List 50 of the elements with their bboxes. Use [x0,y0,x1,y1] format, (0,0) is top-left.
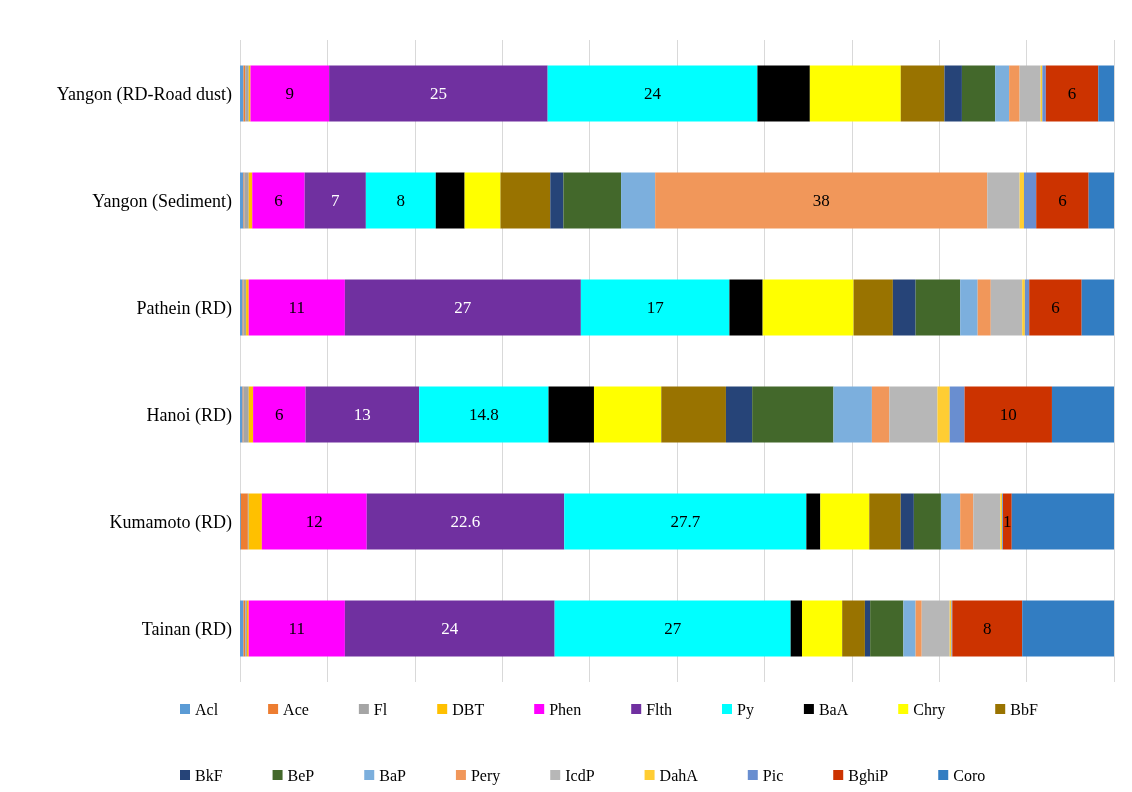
legend-label: DBT [452,700,485,718]
data-label: 12 [305,512,323,531]
data-label: 24 [441,619,459,638]
legend-label: Pery [470,766,501,785]
data-label: 6 [1067,84,1077,103]
data-label: 27.7 [670,512,701,531]
legend-label: IcdP [565,766,595,784]
y-tick-label: Tainan (RD) [141,618,232,640]
data-label: 25 [429,84,447,103]
data-label: 24 [644,84,662,103]
y-tick-label: Yangon (RD-Road dust) [56,83,232,105]
data-label: 1 [1003,512,1012,531]
legend-label: BkF [195,766,223,784]
data-label: 27 [664,619,682,638]
data-label: 6 [1051,298,1060,317]
data-label: 9 [285,84,295,103]
legend-label: BbF [1010,700,1038,718]
legend-label: BaA [818,700,849,718]
legend-label: Coro [953,766,986,784]
data-label: 11 [288,619,305,638]
legend-label: DahA [659,766,699,784]
legend-label: Acl [195,700,219,718]
y-tick-label: Yangon (Sediment) [92,190,232,212]
data-label: 17 [646,298,665,317]
y-tick-label: Kumamoto (RD) [109,511,233,533]
data-label: 38 [812,191,830,210]
data-label: 7 [331,191,341,210]
legend-label: Phen [549,700,582,718]
legend-label: Fl [373,700,388,718]
data-label: 6 [274,191,283,210]
legend-label: Flth [646,700,672,718]
legend-label: Pic [762,766,784,784]
data-label: 13 [353,405,371,424]
y-tick-label: Pathein (RD) [136,297,233,319]
data-label: 6 [1058,191,1067,210]
data-label: 11 [288,298,305,317]
data-label: 6 [275,405,284,424]
y-tick-label: Hanoi (RD) [146,404,232,426]
data-label: 8 [396,191,406,210]
data-label: 8 [983,619,992,638]
legend-label: Py [736,700,754,719]
legend-label: Ace [283,700,309,718]
legend-label: Chry [913,700,946,719]
data-label: 22.6 [450,512,481,531]
data-label: 14.8 [468,405,499,424]
data-label: 10 [999,405,1017,424]
data-label: 27 [454,298,472,317]
legend-label: BghiP [848,766,889,785]
legend-label: BeP [287,766,315,784]
legend-label: BaP [379,766,407,784]
